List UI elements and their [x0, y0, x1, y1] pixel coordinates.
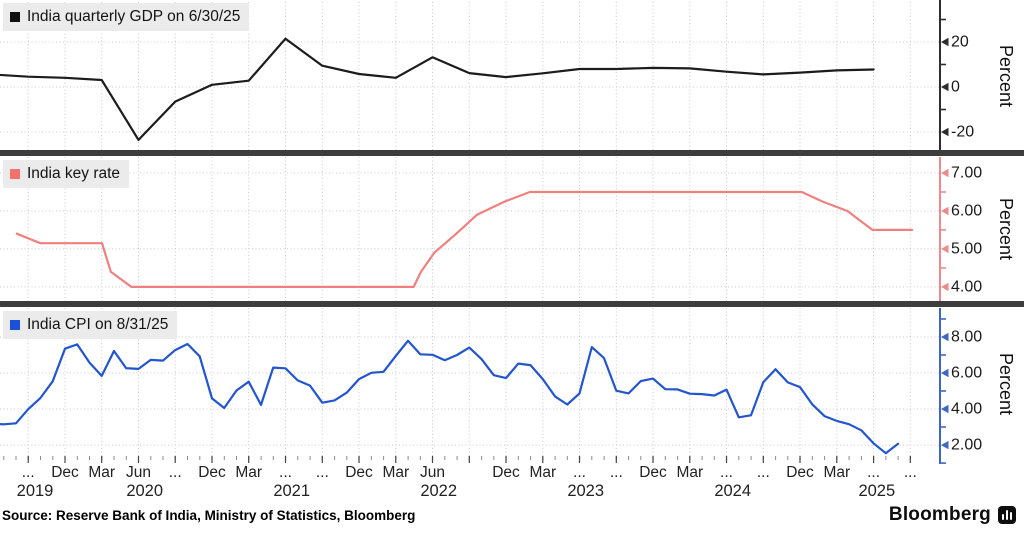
key-rate-axis-unit-label: Percent [996, 198, 1016, 260]
cpi-ytick-label: 6.00 [951, 365, 982, 382]
legend-gdp-label: India quarterly GDP on 6/30/25 [27, 8, 241, 25]
ytick-marker [941, 82, 949, 92]
xtick-label: Dec [198, 464, 226, 481]
key-rate-panel: 7.00 6.00 5.00 4.00 Percent [0, 157, 1016, 301]
panel-divider-top [0, 150, 1024, 156]
ytick-marker [941, 440, 949, 450]
ytick-marker [941, 244, 949, 254]
panel-divider-bottom [0, 301, 1024, 307]
xtick-label: Jun [126, 464, 151, 481]
xtick-label: Mar [382, 464, 409, 481]
cpi-panel: 8.00 6.00 4.00 2.00 Percent [0, 308, 1016, 464]
legend-key-rate: India key rate [3, 160, 130, 188]
gdp-ytick-label: -20 [951, 124, 974, 141]
cpi-ytick-label: 8.00 [951, 329, 982, 346]
cpi-legend-swatch [10, 319, 20, 330]
legend-gdp: India quarterly GDP on 6/30/25 [3, 3, 250, 31]
xtick-label: Mar [235, 464, 262, 481]
legend-key-rate-label: India key rate [27, 165, 121, 182]
xtick-label: ... [22, 464, 35, 481]
xtick-label: Dec [492, 464, 520, 481]
gdp-ytick-label: 0 [951, 79, 960, 96]
key-rate-ytick-label: 7.00 [951, 165, 982, 182]
source-text: Source: Reserve Bank of India, Ministry … [2, 508, 416, 523]
year-label: 2021 [273, 482, 310, 500]
x-axis: ... Dec Mar Jun... Dec Mar...... Dec Mar Jun Dec M… [3, 456, 917, 500]
ytick-marker [941, 404, 949, 414]
cpi-ytick-label: 2.00 [951, 437, 982, 454]
key-rate-ytick-label: 5.00 [951, 240, 982, 257]
gdp-axis-unit-label: Percent [996, 45, 1016, 107]
key-rate-series-line [15, 190, 914, 288]
year-label: 2025 [858, 482, 895, 500]
xtick-label: Dec [51, 464, 79, 481]
ytick-marker [941, 368, 949, 378]
gdp-series-line [0, 37, 875, 141]
ytick-marker [941, 37, 949, 47]
year-label: 2019 [17, 482, 54, 500]
xtick-label: Mar [676, 464, 703, 481]
ytick-marker [941, 168, 949, 178]
ytick-marker [941, 282, 949, 292]
xtick-label: Mar [529, 464, 556, 481]
key-rate-ytick-label: 4.00 [951, 278, 982, 295]
year-label: 2022 [420, 482, 457, 500]
cpi-axis-unit-label: Percent [996, 353, 1016, 415]
xtick-label: Mar [823, 464, 850, 481]
xtick-label: ... [904, 464, 917, 481]
xtick-label: Dec [786, 464, 814, 481]
gdp-legend-swatch [10, 11, 20, 22]
legend-cpi-label: India CPI on 8/31/25 [27, 316, 169, 333]
ytick-marker [941, 206, 949, 216]
xtick-label: ... [169, 464, 182, 481]
cpi-series-line [0, 339, 900, 455]
xtick-label: Dec [345, 464, 373, 481]
ytick-marker [941, 127, 949, 137]
bloomberg-logo-icon [998, 506, 1016, 524]
xtick-label: Dec [639, 464, 667, 481]
key-rate-legend-swatch [10, 168, 20, 179]
xtick-label: ... [867, 464, 880, 481]
year-label: 2023 [567, 482, 604, 500]
bloomberg-logo: Bloomberg [889, 504, 1016, 526]
bloomberg-wordmark: Bloomberg [888, 504, 991, 525]
gdp-ytick-label: 20 [951, 34, 969, 51]
xtick-label: Jun [420, 464, 445, 481]
ytick-marker [941, 332, 949, 342]
xtick-label: ... [573, 464, 586, 481]
xtick-label: Mar [88, 464, 115, 481]
key-rate-ytick-label: 6.00 [951, 203, 982, 220]
xtick-label: ... [757, 464, 770, 481]
year-label: 2024 [714, 482, 751, 500]
year-label: 2020 [126, 482, 163, 500]
xtick-label: ... [720, 464, 733, 481]
legend-cpi: India CPI on 8/31/25 [3, 311, 178, 339]
xtick-label: ... [316, 464, 329, 481]
cpi-ytick-label: 4.00 [951, 401, 982, 418]
key-rate-gridlines [0, 157, 940, 301]
xtick-label: ... [279, 464, 292, 481]
xtick-label: ... [610, 464, 623, 481]
